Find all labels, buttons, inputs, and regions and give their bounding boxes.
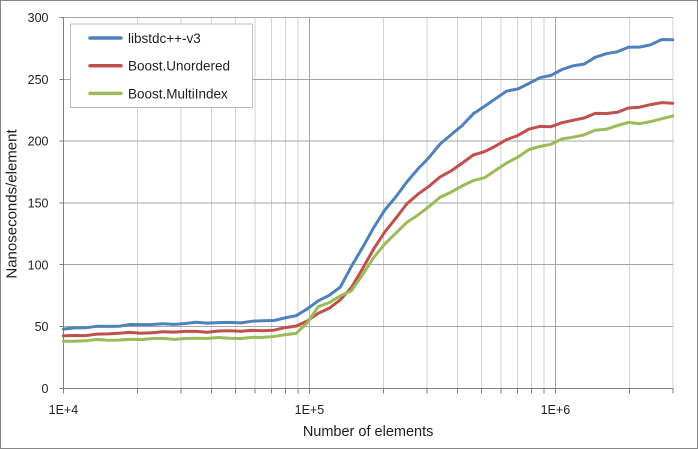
svg-text:1E+5: 1E+5 <box>295 403 325 417</box>
svg-text:150: 150 <box>28 197 49 211</box>
svg-text:Nanoseconds/element: Nanoseconds/element <box>4 129 21 279</box>
svg-text:1E+6: 1E+6 <box>541 403 571 417</box>
svg-text:300: 300 <box>28 11 49 25</box>
svg-text:0: 0 <box>42 382 49 396</box>
svg-text:Boost.Unordered: Boost.Unordered <box>128 59 230 74</box>
svg-text:Boost.MultiIndex: Boost.MultiIndex <box>128 86 228 101</box>
svg-text:100: 100 <box>28 258 49 272</box>
svg-text:Number of elements: Number of elements <box>303 424 434 440</box>
svg-text:libstdc++-v3: libstdc++-v3 <box>128 31 201 46</box>
svg-text:1E+4: 1E+4 <box>49 403 79 417</box>
svg-text:50: 50 <box>35 320 49 334</box>
svg-text:200: 200 <box>28 135 49 149</box>
svg-text:250: 250 <box>28 73 49 87</box>
